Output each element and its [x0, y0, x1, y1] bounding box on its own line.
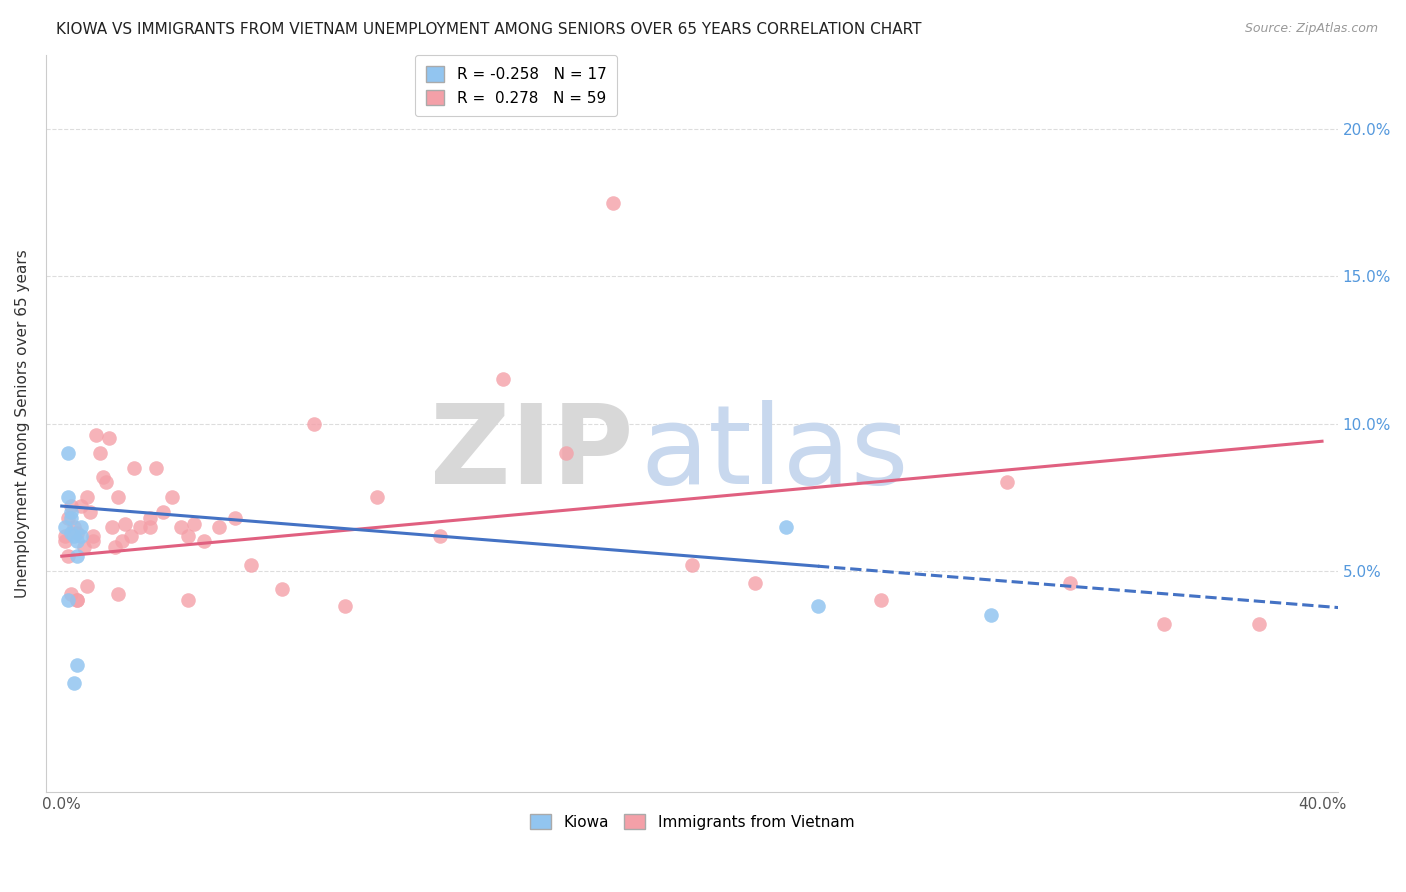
Point — [56, 549, 79, 564]
Point — [66, 593, 89, 607]
Point — [63, 528, 86, 542]
Point — [69, 519, 91, 533]
Point — [271, 582, 294, 596]
Point — [302, 417, 325, 431]
Point — [239, 558, 262, 572]
Point — [69, 499, 91, 513]
Point — [66, 593, 89, 607]
Point — [66, 525, 89, 540]
Point — [129, 519, 152, 533]
Point — [91, 469, 114, 483]
Point — [602, 195, 624, 210]
Text: Source: ZipAtlas.com: Source: ZipAtlas.com — [1244, 22, 1378, 36]
Point — [66, 549, 89, 564]
Point — [56, 593, 79, 607]
Point — [53, 528, 76, 542]
Point — [170, 519, 193, 533]
Point — [86, 428, 108, 442]
Point — [104, 541, 127, 555]
Point — [429, 528, 451, 542]
Point — [995, 475, 1018, 490]
Point — [66, 658, 89, 673]
Point — [208, 519, 231, 533]
Legend: Kiowa, Immigrants from Vietnam: Kiowa, Immigrants from Vietnam — [523, 808, 860, 836]
Text: KIOWA VS IMMIGRANTS FROM VIETNAM UNEMPLOYMENT AMONG SENIORS OVER 65 YEARS CORREL: KIOWA VS IMMIGRANTS FROM VIETNAM UNEMPLO… — [56, 22, 922, 37]
Text: atlas: atlas — [640, 400, 908, 507]
Point — [1153, 617, 1175, 632]
Point — [56, 511, 79, 525]
Point — [56, 446, 79, 460]
Y-axis label: Unemployment Among Seniors over 65 years: Unemployment Among Seniors over 65 years — [15, 249, 30, 598]
Point — [183, 516, 205, 531]
Point — [224, 511, 246, 525]
Point — [76, 490, 98, 504]
Point — [366, 490, 388, 504]
Point — [114, 516, 136, 531]
Point — [69, 528, 91, 542]
Point — [76, 579, 98, 593]
Point — [145, 460, 167, 475]
Point — [775, 519, 797, 533]
Point — [110, 534, 132, 549]
Point — [160, 490, 183, 504]
Point — [60, 505, 83, 519]
Point — [60, 587, 83, 601]
Point — [94, 475, 117, 490]
Point — [98, 431, 121, 445]
Point — [53, 519, 76, 533]
Point — [980, 608, 1002, 623]
Point — [82, 528, 104, 542]
Point — [492, 372, 515, 386]
Point — [79, 505, 101, 519]
Point — [120, 528, 142, 542]
Point — [1247, 617, 1270, 632]
Text: ZIP: ZIP — [430, 400, 634, 507]
Point — [177, 593, 200, 607]
Point — [335, 599, 357, 614]
Point — [554, 446, 576, 460]
Point — [56, 490, 79, 504]
Point — [807, 599, 830, 614]
Point — [744, 575, 766, 590]
Point — [66, 534, 89, 549]
Point — [60, 511, 83, 525]
Point — [53, 534, 76, 549]
Point — [63, 676, 86, 690]
Point — [60, 525, 83, 540]
Point — [139, 511, 162, 525]
Point — [107, 490, 129, 504]
Point — [89, 446, 111, 460]
Point — [122, 460, 145, 475]
Point — [1059, 575, 1081, 590]
Point — [139, 519, 162, 533]
Point — [101, 519, 124, 533]
Point — [193, 534, 215, 549]
Point — [73, 541, 96, 555]
Point — [870, 593, 893, 607]
Point — [681, 558, 703, 572]
Point — [63, 519, 86, 533]
Point — [82, 534, 104, 549]
Point — [60, 499, 83, 513]
Point — [107, 587, 129, 601]
Point — [177, 528, 200, 542]
Point — [152, 505, 174, 519]
